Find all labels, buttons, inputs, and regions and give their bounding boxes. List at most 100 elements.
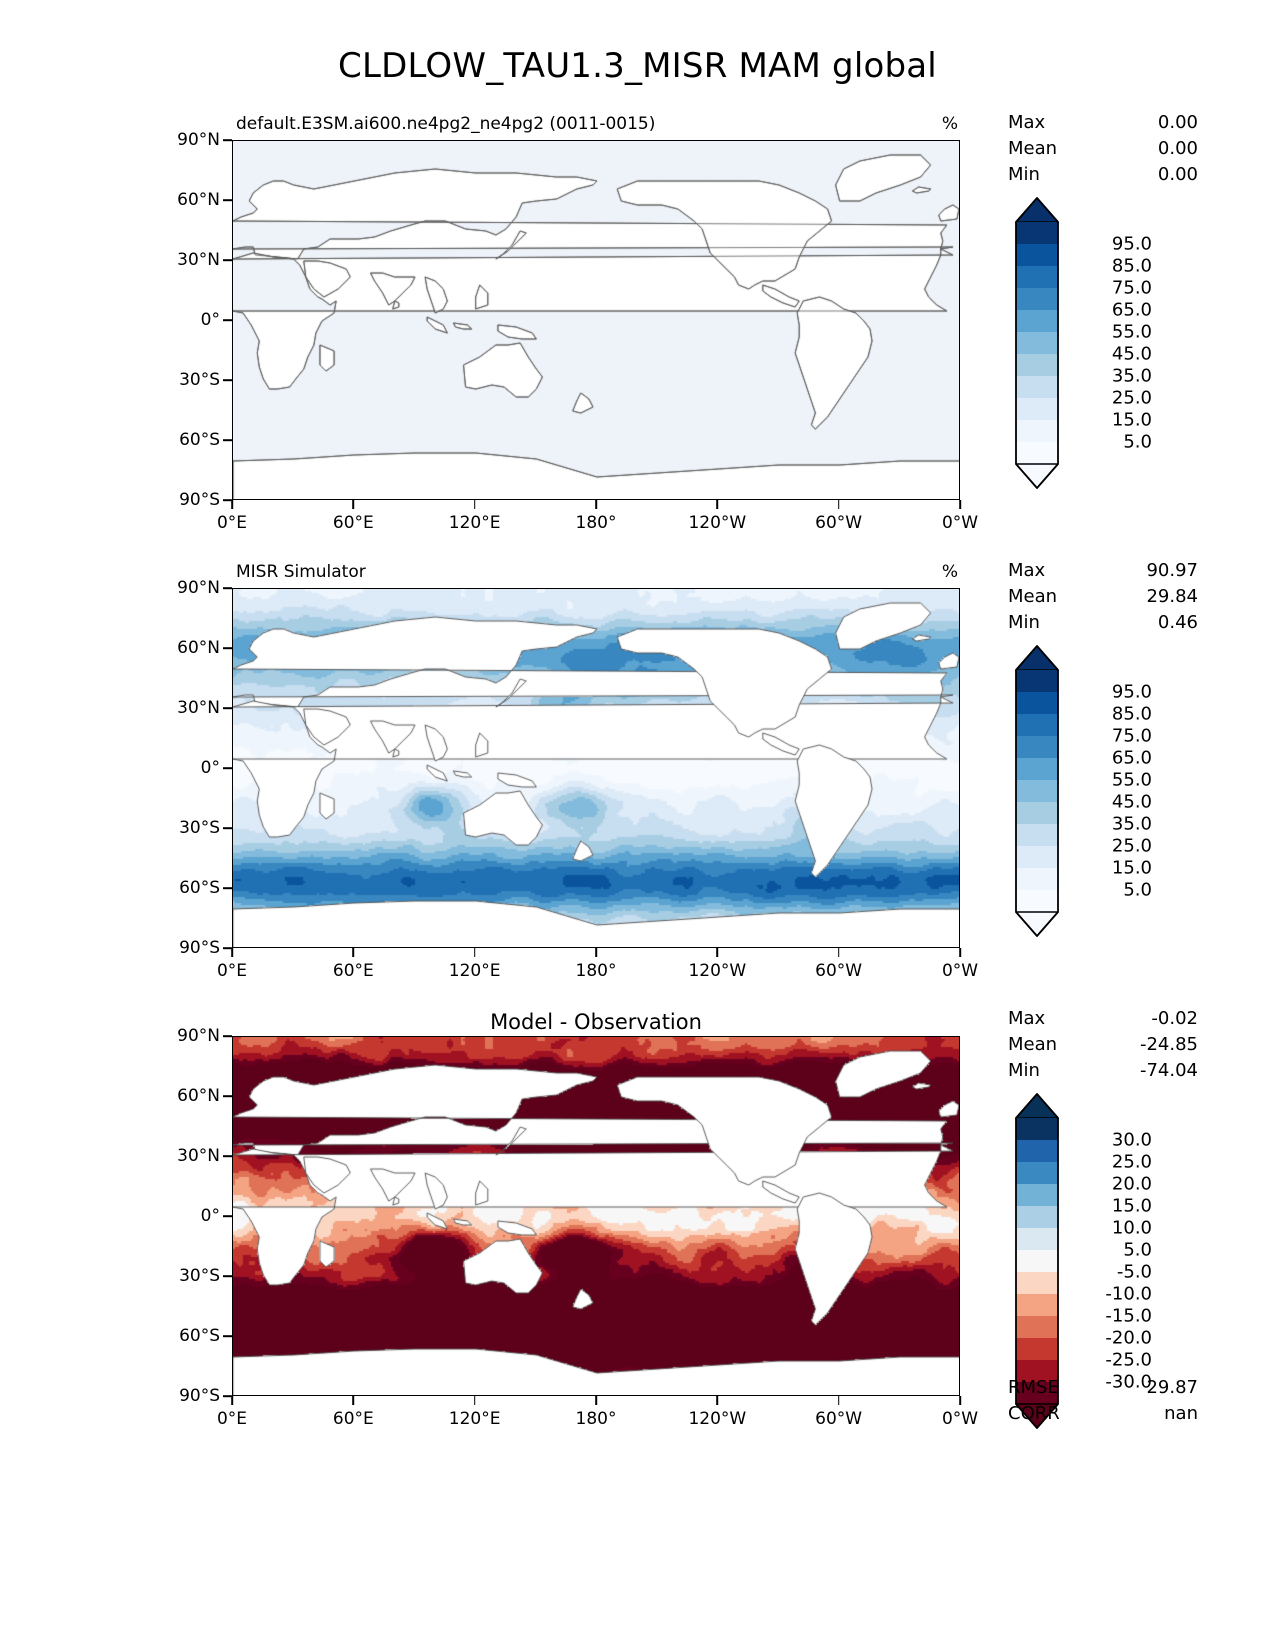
lon-tick-label: 60°E [332, 513, 374, 533]
stat-value: 0.46 [1157, 612, 1198, 633]
stat-key: Mean [1008, 586, 1058, 607]
colorbar-tick-labels: 95.0 85.0 75.0 65.0 55.0 45.0 35.0 25.0 15.0 5.0 [1066, 196, 1152, 490]
colorbar-band [1016, 244, 1058, 267]
lat-tick-label: 30°S [179, 1266, 220, 1286]
lon-tick-mark [352, 948, 355, 957]
colorbar-band [1016, 1316, 1058, 1339]
colorbar-band [1016, 1250, 1058, 1273]
colorbar-band [1016, 1338, 1058, 1361]
lon-tick-mark [473, 500, 476, 509]
lat-tick-label: 30°N [177, 698, 220, 718]
panel-units-reference: % [941, 562, 958, 582]
panel-header-test: default.E3SM.ai600.ne4pg2_ne4pg2 (0011-0… [232, 114, 960, 136]
lat-tick-label: 90°S [179, 490, 220, 510]
panel-title-difference: Model - Observation [490, 1010, 702, 1034]
lon-tick-label: 180° [575, 1409, 617, 1429]
colorbar-band [1016, 398, 1058, 421]
lat-tick-label: 30°S [179, 370, 220, 390]
stat-key: Mean [1008, 1034, 1058, 1055]
lon-tick-label: 60°E [332, 961, 374, 981]
lat-tick-label: 60°N [177, 638, 220, 658]
lat-tick-mark [223, 827, 232, 829]
colorbar-tick-label: 15.0 [1111, 857, 1152, 879]
colorbar-swatches [1015, 645, 1059, 937]
colorbar-tick-label: 65.0 [1111, 747, 1152, 769]
colorbar-tick-labels: 95.0 85.0 75.0 65.0 55.0 45.0 35.0 25.0 15.0 5.0 [1066, 644, 1152, 938]
colorbar-band [1016, 736, 1058, 759]
colorbar-tick-label: 15.0 [1111, 409, 1152, 431]
lon-tick-label: 180° [575, 961, 617, 981]
colorbar-swatches [1015, 197, 1059, 489]
lat-tick-mark [223, 259, 232, 261]
lon-tick-mark [959, 1396, 961, 1405]
colorbar-tick-label: 10.0 [1111, 1217, 1152, 1239]
colorbar-tick-label: 55.0 [1111, 769, 1152, 791]
stat-value: -24.85 [1139, 1034, 1198, 1055]
colorbar-tick-label: 15.0 [1111, 1195, 1152, 1217]
colorbar-tick-label: 75.0 [1111, 277, 1152, 299]
stat-row: Mean 0.00 [1008, 136, 1198, 162]
lat-tick-label: 90°S [179, 938, 220, 958]
map-canvas-difference [233, 1037, 959, 1395]
colorbar-band [1016, 310, 1058, 333]
colorbar-extend-min [1015, 463, 1059, 489]
lat-tick-mark [223, 587, 232, 589]
stat-row: Min 0.00 [1008, 162, 1198, 188]
lon-tick-mark [595, 948, 597, 957]
colorbar-tick-label: 25.0 [1111, 1151, 1152, 1173]
lon-tick-mark [473, 948, 476, 957]
colorbar-tick-label: 85.0 [1111, 255, 1152, 277]
lat-tick-mark [223, 139, 232, 141]
stat-value: 0.00 [1157, 164, 1198, 185]
stat-value: 0.00 [1157, 138, 1198, 159]
page-title: CLDLOW_TAU1.3_MISR MAM global [338, 46, 937, 86]
lat-tick-label: 0° [200, 1206, 220, 1226]
lat-tick-label: 30°S [179, 818, 220, 838]
lon-tick-label: 120°E [448, 1409, 501, 1429]
footer-key: CORR [1008, 1403, 1060, 1424]
lon-tick-mark [837, 948, 840, 957]
colorbar-tick-label: 20.0 [1111, 1173, 1152, 1195]
stat-key: Max [1008, 1008, 1046, 1029]
colorbar-tick-label: 5.0 [1123, 431, 1152, 453]
stat-row: Max 90.97 [1008, 558, 1198, 584]
colorbar-outline [1015, 1093, 1059, 1429]
colorbar-band [1016, 802, 1058, 825]
colorbar-tick-label: 85.0 [1111, 703, 1152, 725]
colorbar-extend-min [1015, 911, 1059, 937]
colorbar-band [1016, 1294, 1058, 1317]
stat-row: Max 0.00 [1008, 110, 1198, 136]
colorbar-tick-label: 45.0 [1111, 791, 1152, 813]
stats-difference: Max -0.02 Mean -24.85 Min -74.04 [1008, 1006, 1198, 1084]
colorbar-tick-label: 5.0 [1123, 1239, 1152, 1261]
lon-tick-mark [595, 1396, 597, 1405]
colorbar-band [1016, 1360, 1058, 1383]
lat-tick-mark [223, 319, 232, 321]
colorbar-band [1016, 376, 1058, 399]
lat-tick-label: 60°S [179, 878, 220, 898]
colorbar-tick-label: 65.0 [1111, 299, 1152, 321]
panel-header-difference: Model - Observation [232, 1010, 960, 1034]
lat-tick-label: 90°N [177, 1026, 220, 1046]
lon-tick-label: 180° [575, 513, 617, 533]
colorbar-swatches [1015, 1093, 1059, 1429]
colorbar-outline [1015, 645, 1059, 937]
colorbar-band [1016, 890, 1058, 913]
colorbar-tick-label: -25.0 [1105, 1349, 1152, 1371]
colorbar-band [1016, 868, 1058, 891]
colorbar-band [1016, 1140, 1058, 1163]
lon-tick-mark [716, 948, 719, 957]
map-canvas-reference [233, 589, 959, 947]
lat-tick-mark [223, 1335, 232, 1337]
lon-tick-label: 0°W [941, 961, 979, 981]
stat-value: -0.02 [1151, 1008, 1198, 1029]
colorbar-reference: 95.0 85.0 75.0 65.0 55.0 45.0 35.0 25.0 15.0 5.0 [1014, 644, 1152, 938]
panel-title-reference: MISR Simulator [236, 562, 366, 582]
lat-tick-label: 0° [200, 310, 220, 330]
colorbar-tick-label: 95.0 [1111, 681, 1152, 703]
colorbar-band [1016, 442, 1058, 465]
footer-value: nan [1164, 1403, 1198, 1424]
colorbar-extend-max [1015, 1093, 1059, 1119]
lat-tick-mark [223, 647, 232, 649]
